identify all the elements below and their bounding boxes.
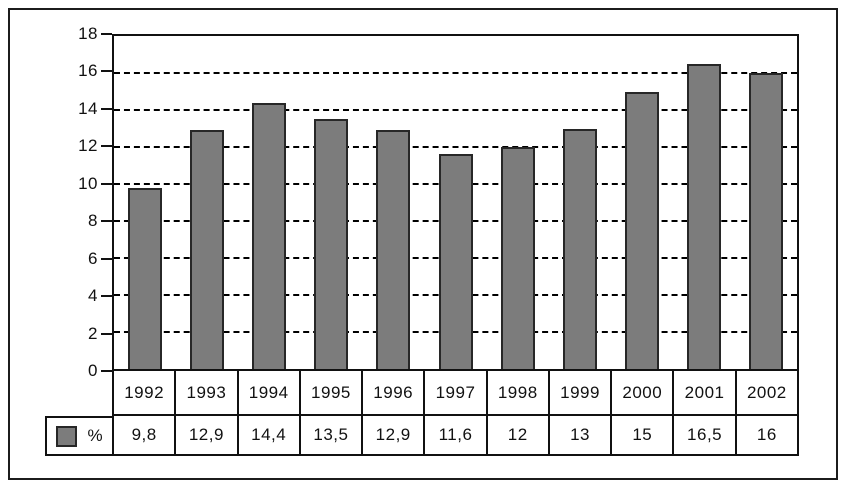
y-axis-tick-8 <box>101 220 112 223</box>
y-axis-label-8: 8 <box>88 211 98 231</box>
year-cell-2000: 2000 <box>612 371 675 416</box>
value-cell-1992: 9,8 <box>114 416 177 456</box>
year-cell-1997: 1997 <box>425 371 488 416</box>
gridline-16 <box>114 71 797 74</box>
value-cell-2000: 15 <box>612 416 675 456</box>
value-cell-2002: 16 <box>736 416 799 456</box>
y-axis-label-12: 12 <box>78 136 98 156</box>
y-axis-label-2: 2 <box>88 323 98 343</box>
bar-1994 <box>252 102 287 369</box>
bar-1992 <box>128 187 163 369</box>
y-axis-tick-4 <box>101 295 112 298</box>
value-cell-1994: 14,4 <box>238 416 301 456</box>
value-cell-1993: 12,9 <box>176 416 239 456</box>
gridline-14 <box>114 108 797 111</box>
value-row: 9,8 12,9 14,4 13,5 12,9 11,6 12 13 15 16,5 16 <box>112 416 799 456</box>
bar-1993 <box>190 130 225 369</box>
year-cell-1996: 1996 <box>363 371 426 416</box>
year-cell-1992: 1992 <box>114 371 177 416</box>
value-cell-1996: 12,9 <box>363 416 426 456</box>
y-axis-tick-16 <box>101 70 112 73</box>
value-cell-1995: 13,5 <box>300 416 364 456</box>
y-axis-tick-2 <box>101 332 112 335</box>
y-axis-tick-10 <box>101 182 112 185</box>
value-cell-1998: 12 <box>487 416 550 456</box>
y-axis-label-10: 10 <box>78 173 98 193</box>
series-swatch-icon <box>56 425 78 447</box>
chart-figure: 0 2 4 6 8 10 12 14 16 18 1992 1993 1994 1995 1996 1997… <box>8 8 838 480</box>
bar-1998 <box>500 147 535 369</box>
y-axis-label-18: 18 <box>78 24 98 43</box>
year-cell-2002: 2002 <box>736 371 799 416</box>
bar-2002 <box>748 73 783 369</box>
year-header-row: 1992 1993 1994 1995 1996 1997 1998 1999 2000 2001… <box>112 371 799 416</box>
bar-1999 <box>562 128 597 369</box>
value-cell-2001: 16,5 <box>674 416 737 456</box>
plot-area <box>112 34 799 371</box>
y-axis-label-6: 6 <box>88 248 98 268</box>
bar-2000 <box>624 91 659 369</box>
year-cell-1994: 1994 <box>238 371 301 416</box>
year-cell-1999: 1999 <box>549 371 613 416</box>
y-axis-label-0: 0 <box>88 361 98 380</box>
legend-cell: % <box>45 416 112 456</box>
y-axis-tick-12 <box>101 145 112 148</box>
y-axis-tick-14 <box>101 107 112 110</box>
bar-1996 <box>376 130 411 369</box>
bar-1997 <box>438 154 473 369</box>
y-axis-label-4: 4 <box>88 286 98 306</box>
y-axis-tick-18 <box>101 33 112 35</box>
y-axis-label-14: 14 <box>78 98 98 118</box>
year-cell-1998: 1998 <box>487 371 550 416</box>
year-cell-1995: 1995 <box>300 371 364 416</box>
bar-2001 <box>686 63 721 369</box>
gridline-12 <box>114 146 797 148</box>
value-cell-1999: 13 <box>549 416 613 456</box>
year-cell-2001: 2001 <box>674 371 737 416</box>
y-axis-tick-6 <box>101 257 112 260</box>
bar-1995 <box>314 119 349 369</box>
legend-label: % <box>87 426 103 445</box>
value-cell-1997: 11,6 <box>425 416 488 456</box>
y-axis-label-16: 16 <box>78 61 98 81</box>
year-cell-1993: 1993 <box>176 371 239 416</box>
y-axis-tick-0 <box>101 370 112 372</box>
